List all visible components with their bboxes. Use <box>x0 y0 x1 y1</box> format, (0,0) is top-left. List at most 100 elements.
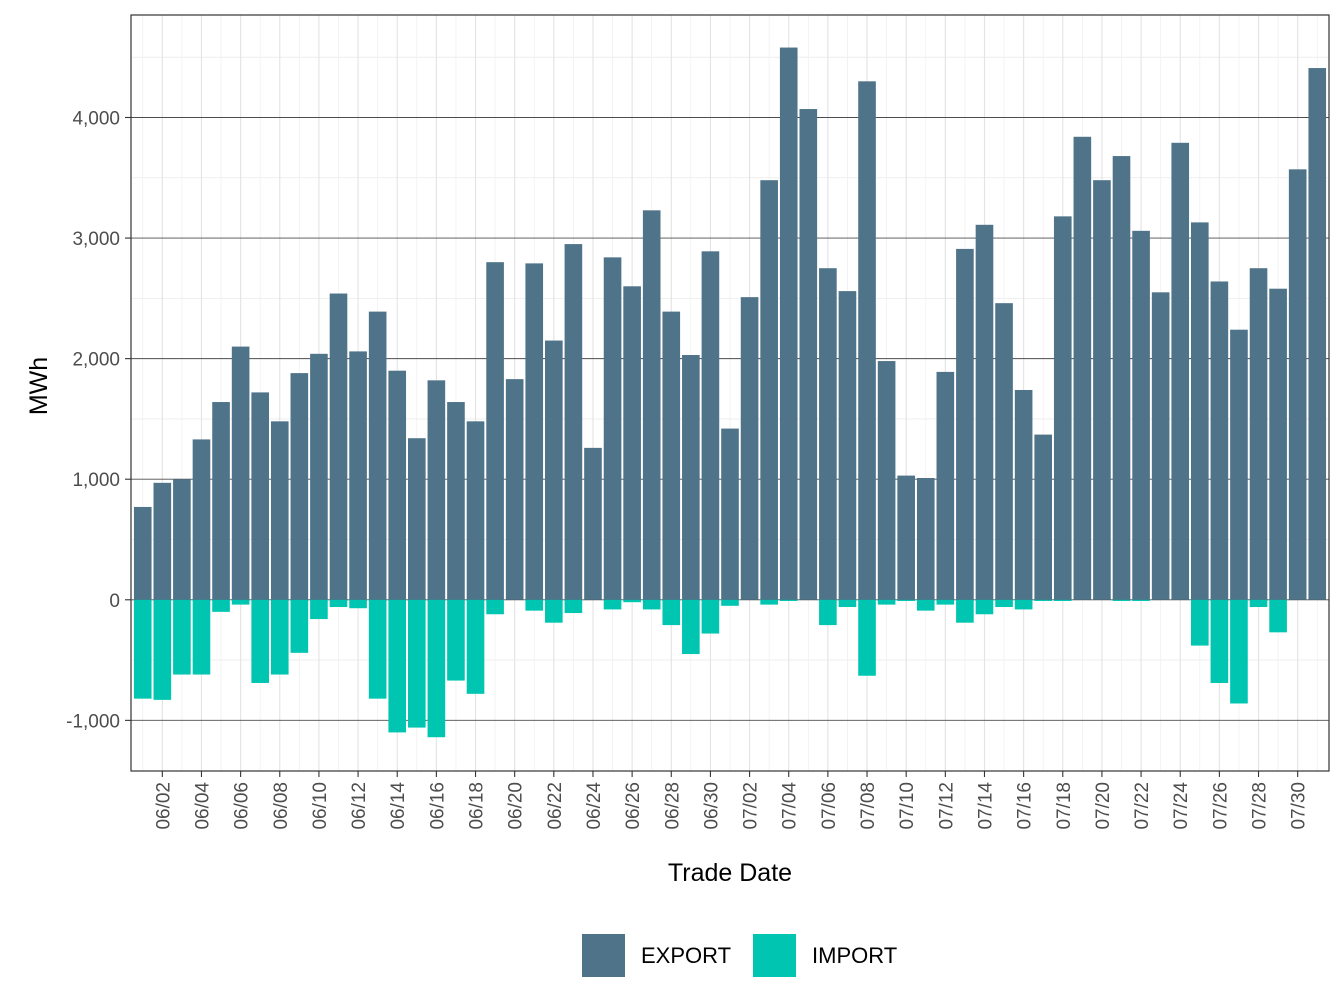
bar-export <box>1151 292 1170 600</box>
bar-import <box>1132 599 1150 601</box>
bar-import <box>1053 599 1072 601</box>
axes: -1,000 0 1,000 2,000 3,000 4,000 06/02 06/04 06/… <box>66 108 1310 829</box>
bar-import <box>212 599 230 612</box>
legend-label: IMPORT <box>812 943 897 968</box>
bar-export <box>1171 142 1190 600</box>
bar-export <box>721 428 739 600</box>
x-tick-label: 07/24 <box>1171 782 1192 830</box>
x-tick-label: 06/16 <box>427 782 448 830</box>
bar-export <box>779 47 798 600</box>
bar-export <box>1112 156 1131 600</box>
bar-import <box>1210 599 1229 683</box>
series-export <box>133 47 1327 600</box>
legend-swatch <box>582 934 625 977</box>
bar-export <box>682 355 700 600</box>
bar-export <box>1132 230 1150 600</box>
x-tick-label: 07/16 <box>1015 782 1036 830</box>
bar-import <box>447 599 465 681</box>
bar-export <box>975 224 994 600</box>
bar-export <box>858 81 876 600</box>
bar-export <box>270 421 289 600</box>
x-tick-label: 07/02 <box>741 782 762 830</box>
panel-border <box>130 14 1330 772</box>
bar-export <box>740 297 759 600</box>
bar-export <box>916 478 935 600</box>
bar-import <box>779 599 798 601</box>
x-tick-label: 06/06 <box>232 782 253 830</box>
x-tick-label: 07/06 <box>819 782 840 830</box>
bar-import <box>995 599 1013 608</box>
bar-export <box>936 371 955 600</box>
x-tick-label: 06/28 <box>662 782 683 830</box>
bar-export <box>1288 169 1307 600</box>
bar-export <box>251 392 270 600</box>
bar-import <box>956 599 974 623</box>
bar-export <box>486 262 504 600</box>
x-tick-label: 07/14 <box>975 782 996 830</box>
bar-import <box>1190 599 1209 646</box>
bar-export <box>1014 389 1033 600</box>
bar-export <box>427 380 446 600</box>
x-tick-label: 06/12 <box>349 782 370 830</box>
bar-import <box>427 599 446 738</box>
legend-swatch <box>753 934 796 977</box>
bar-import <box>623 599 641 603</box>
bar-import <box>760 599 778 605</box>
bar-export <box>642 210 661 600</box>
bar-import <box>897 599 915 601</box>
bar-export <box>1190 222 1209 600</box>
bar-import <box>819 599 837 626</box>
bar-import <box>858 599 876 676</box>
bar-import <box>192 599 211 675</box>
x-tick-label: 06/02 <box>153 782 174 830</box>
bar-export <box>1249 268 1268 600</box>
bar-export <box>368 311 387 600</box>
x-tick-label: 06/24 <box>584 782 605 830</box>
bar-export <box>760 180 778 600</box>
bar-export <box>212 402 230 600</box>
bar-export <box>995 303 1013 600</box>
y-tick-label: 0 <box>109 591 120 612</box>
y-tick-label: 1,000 <box>72 470 120 491</box>
x-tick-label: 06/22 <box>545 782 566 830</box>
x-tick-label: 07/26 <box>1210 782 1231 830</box>
bar-import <box>1112 599 1131 601</box>
x-tick-label: 07/20 <box>1093 782 1114 830</box>
bar-import <box>231 599 250 605</box>
bar-export <box>525 263 544 600</box>
bar-export <box>310 353 328 600</box>
bar-import <box>701 599 720 634</box>
bar-import <box>251 599 270 683</box>
x-tick-label: 06/26 <box>623 782 644 830</box>
bar-import <box>936 599 955 605</box>
x-tick-label: 07/22 <box>1132 782 1153 830</box>
y-tick-label: 2,000 <box>72 350 120 371</box>
bar-export <box>623 286 641 600</box>
x-tick-label: 07/28 <box>1250 782 1271 830</box>
bar-export <box>564 244 583 600</box>
bar-import <box>1230 599 1248 704</box>
bar-import <box>173 599 191 675</box>
bar-import <box>290 599 309 653</box>
bar-import <box>1249 599 1268 608</box>
bar-import <box>368 599 387 699</box>
bar-import <box>349 599 367 609</box>
bar-import <box>603 599 622 610</box>
bar-import <box>642 599 661 610</box>
bar-export <box>799 109 818 600</box>
bar-import <box>545 599 563 623</box>
bar-export <box>956 248 974 600</box>
bar-import <box>1014 599 1033 610</box>
x-tick-label: 07/08 <box>858 782 879 830</box>
y-tick-label: 4,000 <box>72 108 120 129</box>
bar-export <box>133 506 152 600</box>
bar-export <box>447 402 465 600</box>
bar-export <box>349 351 367 600</box>
bar-export <box>1210 281 1229 600</box>
bar-import <box>270 599 289 675</box>
bar-export <box>153 482 172 600</box>
bar-import <box>682 599 700 655</box>
bar-import <box>1269 599 1287 633</box>
x-tick-label: 07/18 <box>1054 782 1075 830</box>
bar-export <box>290 373 309 600</box>
